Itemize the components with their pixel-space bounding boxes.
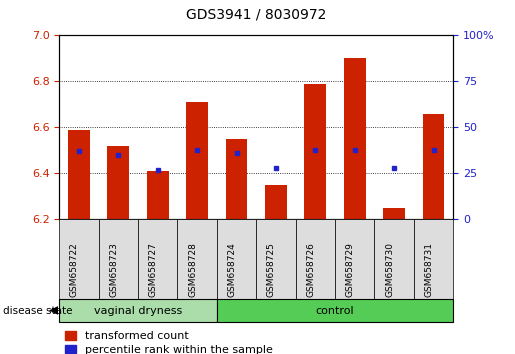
Text: GSM658730: GSM658730 (385, 242, 394, 297)
Text: GSM658731: GSM658731 (424, 242, 434, 297)
Bar (108, 146, 129, 219)
Bar (344, 58, 366, 219)
Text: GSM658729: GSM658729 (345, 223, 355, 282)
Bar (423, 114, 444, 219)
Text: GSM658726: GSM658726 (306, 242, 315, 297)
Bar (304, 84, 326, 219)
Polygon shape (49, 306, 58, 315)
Text: GSM658725: GSM658725 (267, 242, 276, 297)
Text: control: control (316, 306, 354, 316)
Text: disease state: disease state (3, 306, 72, 316)
Text: GSM658723: GSM658723 (109, 242, 118, 297)
Text: GSM658728: GSM658728 (187, 223, 197, 282)
Text: GSM658727: GSM658727 (149, 242, 158, 297)
Text: GSM658724: GSM658724 (227, 223, 236, 282)
Text: GDS3941 / 8030972: GDS3941 / 8030972 (186, 7, 327, 21)
Text: GSM658722: GSM658722 (69, 223, 79, 282)
Text: GSM658729: GSM658729 (346, 242, 355, 297)
Text: GSM658728: GSM658728 (188, 242, 197, 297)
Bar (68, 130, 90, 219)
Text: GSM658731: GSM658731 (423, 223, 434, 282)
Text: GSM658723: GSM658723 (108, 223, 118, 282)
Text: GSM658725: GSM658725 (266, 223, 276, 282)
Legend: transformed count, percentile rank within the sample: transformed count, percentile rank withi… (65, 331, 272, 354)
Text: GSM658724: GSM658724 (228, 242, 236, 297)
Text: GSM658727: GSM658727 (148, 223, 158, 282)
Bar (383, 208, 405, 219)
Text: GSM658730: GSM658730 (384, 223, 394, 282)
Bar (147, 171, 168, 219)
Bar (186, 102, 208, 219)
Text: vaginal dryness: vaginal dryness (94, 306, 182, 316)
Bar (265, 185, 287, 219)
Text: GSM658722: GSM658722 (70, 242, 79, 297)
Text: GSM658726: GSM658726 (305, 223, 315, 282)
Bar (226, 139, 247, 219)
